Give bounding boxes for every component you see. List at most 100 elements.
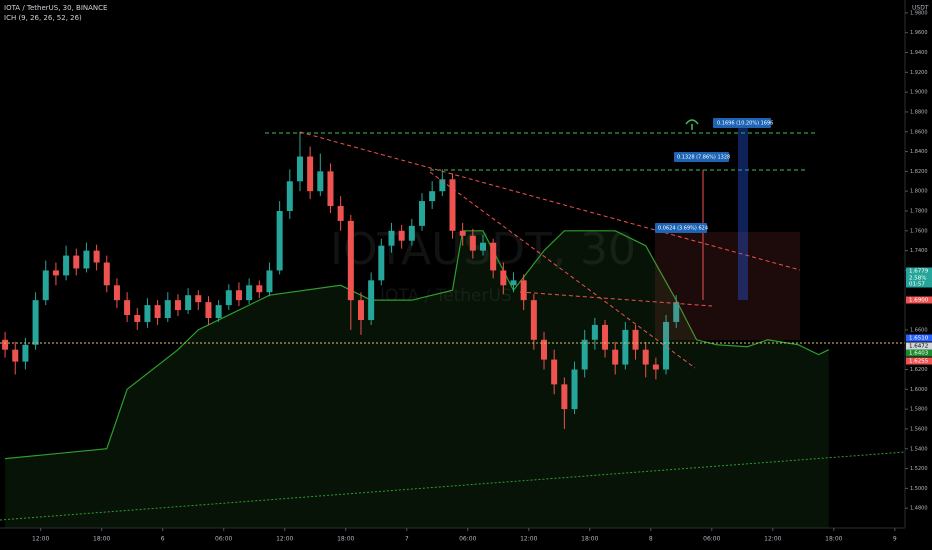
measure-box xyxy=(738,124,748,300)
candle-body xyxy=(195,295,202,303)
candle-body xyxy=(42,270,49,301)
candle-body xyxy=(510,280,517,286)
price-tag xyxy=(906,267,932,275)
candle-body xyxy=(449,179,456,231)
candle-body xyxy=(490,242,497,271)
candle-body xyxy=(357,300,364,320)
candle-body xyxy=(327,171,334,207)
plot xyxy=(2,131,829,528)
y-tick-label: 1.9600 xyxy=(910,30,928,36)
candle-body xyxy=(154,305,161,318)
candle-body xyxy=(22,344,29,362)
candle-body xyxy=(276,211,283,271)
x-tick-label: 06:00 xyxy=(703,536,720,543)
drawings xyxy=(0,119,906,521)
y-tick-label: 1.4800 xyxy=(910,506,928,512)
y-tick-label: 1.9400 xyxy=(910,50,928,56)
candle-body xyxy=(205,302,212,318)
y-tick-label: 1.7800 xyxy=(910,209,928,215)
currency: USDT xyxy=(912,5,929,12)
x-tick-label: 18:00 xyxy=(825,536,842,543)
candle-body xyxy=(632,329,639,350)
candle-body xyxy=(52,270,59,276)
x-tick-label: 7 xyxy=(405,536,409,543)
candle-body xyxy=(185,295,192,311)
candle-body xyxy=(164,300,171,318)
measure-box xyxy=(713,118,771,128)
candle-body xyxy=(337,206,344,221)
y-tick-label: 1.5000 xyxy=(910,486,928,492)
candle-body xyxy=(480,242,487,251)
y-tick-label: 1.7400 xyxy=(910,248,928,254)
candle-body xyxy=(124,300,131,316)
price-tag-label: 1.6403 xyxy=(909,351,929,357)
measure-label: 0.0624 (3.69%) 624 xyxy=(658,226,708,232)
candle-body xyxy=(266,270,273,293)
candle-body xyxy=(368,280,375,320)
x-tick-label: 8 xyxy=(649,536,653,543)
price-tag xyxy=(906,349,932,357)
candle-body xyxy=(307,156,314,192)
candle-body xyxy=(561,384,568,410)
candle-body xyxy=(652,364,659,370)
candle-body xyxy=(256,285,263,293)
x-tick-label: 9 xyxy=(893,536,897,543)
candle-body xyxy=(93,250,100,263)
price-tag xyxy=(906,274,932,282)
candle-body xyxy=(500,270,507,286)
y-tick-label: 1.5800 xyxy=(910,407,928,413)
y-tick-label: 1.7600 xyxy=(910,228,928,234)
icon xyxy=(685,119,699,130)
candle-body xyxy=(2,339,9,350)
x-tick-label: 12:00 xyxy=(276,536,293,543)
x-tick-label: 18:00 xyxy=(93,536,110,543)
candle-body xyxy=(602,324,609,350)
measure-label: 0.1328 (7.86%) 1328 xyxy=(677,155,730,161)
support-line xyxy=(0,451,906,521)
candle-body xyxy=(235,290,242,301)
candle-body xyxy=(144,305,151,322)
cloud-red xyxy=(655,232,800,340)
candle-body xyxy=(459,230,466,236)
y-tick-label: 1.8200 xyxy=(910,169,928,175)
candle-body xyxy=(113,285,120,301)
candle-body xyxy=(520,280,527,301)
candle-body xyxy=(12,349,19,362)
cloud-area xyxy=(5,230,829,528)
x-tick-label: 12:00 xyxy=(32,536,49,543)
x-tick-label: 18:00 xyxy=(581,536,598,543)
y-tick-label: 1.6200 xyxy=(910,367,928,373)
price-tag xyxy=(906,280,932,288)
x-tick-label: 6 xyxy=(161,536,165,543)
candle-body xyxy=(174,300,181,311)
price-tag-label: 1.6472 xyxy=(909,344,928,350)
measure-labels: 0.1696 (10.20%) 1696 0.1328 (7.86%) 1328… xyxy=(655,118,773,233)
y-tick-label: 1.5600 xyxy=(910,426,928,432)
candle-body xyxy=(317,171,324,192)
price-tag-label: 2.58% xyxy=(909,276,926,282)
measure-label: 0.1696 (10.20%) 1696 xyxy=(717,121,773,127)
candle-body xyxy=(663,321,670,370)
candle-body xyxy=(134,315,141,322)
candle-body xyxy=(551,359,558,385)
candle-body xyxy=(418,201,425,226)
measure-box xyxy=(655,223,707,233)
price-tag-label: 1.6255 xyxy=(909,359,929,365)
candle-body xyxy=(622,329,629,365)
candle-body xyxy=(63,255,70,276)
candle-body xyxy=(408,225,415,241)
y-tick-label: 1.8400 xyxy=(910,149,928,155)
candle-body xyxy=(581,339,588,370)
candle-body xyxy=(225,290,232,306)
y-tick-label: 1.8800 xyxy=(910,109,928,115)
candle-body xyxy=(103,262,110,286)
y-tick-label: 1.6600 xyxy=(910,327,928,333)
y-tick-label: 1.5400 xyxy=(910,446,928,452)
y-tick-label: 1.5200 xyxy=(910,466,928,472)
candle-body xyxy=(83,250,90,269)
x-tick-label: 06:00 xyxy=(215,536,232,543)
y-tick-label: 1.9200 xyxy=(910,70,928,76)
candle-body xyxy=(388,230,395,246)
candle-body xyxy=(469,235,476,251)
